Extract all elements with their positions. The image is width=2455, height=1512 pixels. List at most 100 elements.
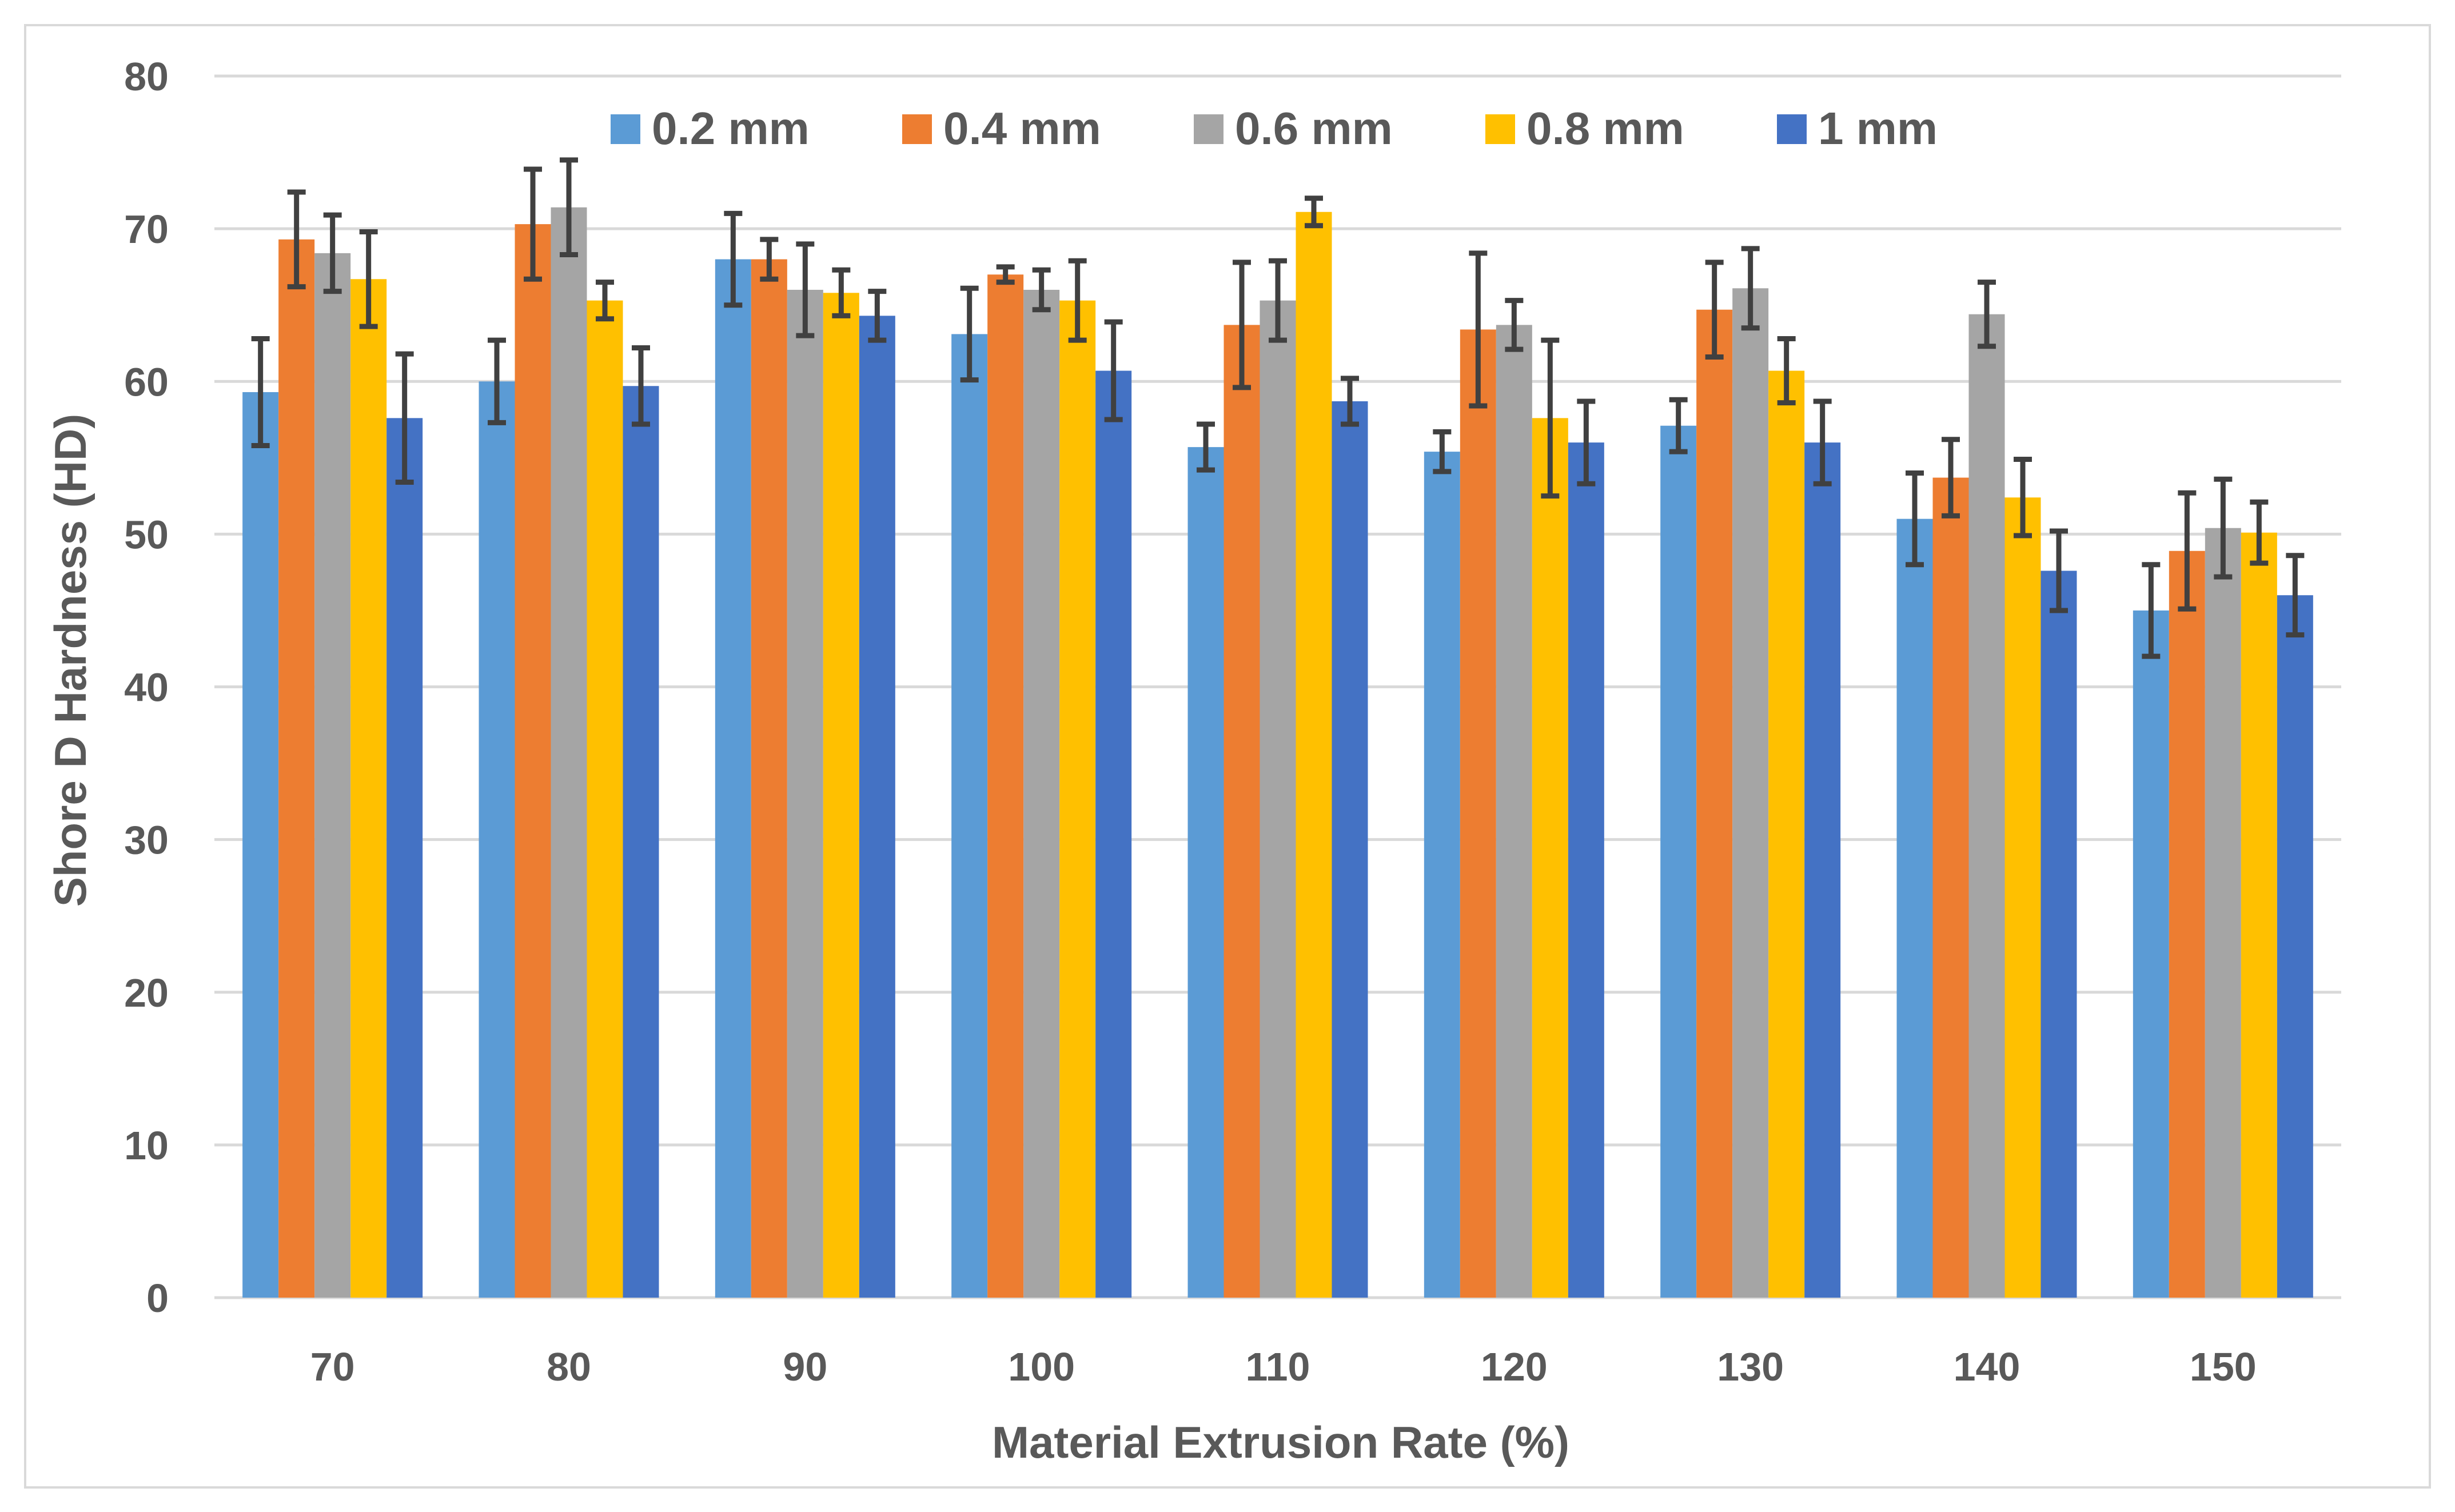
error-bar xyxy=(2214,476,2233,580)
error-bar xyxy=(1433,429,1452,474)
error-bar xyxy=(323,212,342,294)
bar xyxy=(623,386,659,1298)
x-tick-label: 130 xyxy=(1717,1345,1784,1389)
legend-item: 1 mm xyxy=(1777,103,1938,154)
y-tick-label: 30 xyxy=(124,818,169,863)
legend-item: 0.8 mm xyxy=(1485,103,1684,154)
error-bar xyxy=(251,336,270,448)
bar xyxy=(859,316,895,1298)
error-bar xyxy=(1104,319,1123,422)
error-bar xyxy=(1705,260,1724,360)
y-tick-label: 40 xyxy=(124,665,169,710)
error-bar xyxy=(1233,260,1251,390)
bar xyxy=(1187,447,1224,1298)
error-bar xyxy=(2178,490,2197,612)
legend-swatch xyxy=(1485,114,1515,144)
legend-swatch xyxy=(1777,114,1807,144)
bar xyxy=(1023,289,1060,1298)
legend-label: 0.6 mm xyxy=(1235,103,1393,154)
x-tick-label: 120 xyxy=(1481,1345,1548,1389)
bar xyxy=(1768,370,1805,1298)
error-bar xyxy=(2286,553,2305,638)
error-bar xyxy=(796,241,815,338)
y-tick-label: 0 xyxy=(146,1276,169,1320)
legend-label: 0.4 mm xyxy=(943,103,1101,154)
bar xyxy=(751,259,787,1298)
y-tick-labels: 0 10 20 30 40 50 60 70 80 xyxy=(124,54,169,1320)
error-bar xyxy=(287,189,306,290)
error-bar xyxy=(724,210,743,308)
y-tick-label: 60 xyxy=(124,360,169,404)
error-bars xyxy=(251,157,2305,659)
legend-item: 0.4 mm xyxy=(902,103,1101,154)
bar xyxy=(2133,610,2169,1298)
error-bar xyxy=(1305,196,1323,229)
error-bar xyxy=(1942,437,1960,518)
error-bar xyxy=(1906,470,1924,568)
x-tick-label: 70 xyxy=(310,1345,355,1389)
error-bar xyxy=(1978,280,1996,349)
bar xyxy=(715,259,751,1298)
x-tick-label: 110 xyxy=(1246,1345,1310,1389)
bar xyxy=(2205,528,2241,1298)
error-bar xyxy=(395,351,414,485)
bar xyxy=(987,274,1024,1298)
bar xyxy=(823,293,859,1298)
bar xyxy=(1424,452,1460,1298)
bar xyxy=(1732,288,1769,1298)
bars xyxy=(242,207,2313,1298)
error-bar xyxy=(1469,250,1488,409)
bar xyxy=(1660,425,1697,1298)
x-tick-labels: 70 80 90 100 110 120 130 140 150 xyxy=(310,1345,2257,1389)
bar xyxy=(951,334,988,1298)
error-bar xyxy=(832,267,851,318)
error-bar xyxy=(1813,398,1832,486)
error-bar xyxy=(2142,562,2161,659)
error-bar xyxy=(560,157,578,258)
bar xyxy=(2241,532,2277,1298)
error-bar xyxy=(996,264,1015,285)
bar xyxy=(1532,418,1568,1298)
bar xyxy=(479,381,515,1298)
bar xyxy=(2040,571,2077,1298)
error-bar xyxy=(1577,398,1596,486)
legend-item: 0.2 mm xyxy=(611,103,810,154)
bar xyxy=(242,392,279,1298)
x-tick-label: 140 xyxy=(1954,1345,2020,1389)
error-bar xyxy=(1032,267,1051,313)
legend-item: 0.6 mm xyxy=(1194,103,1393,154)
bar xyxy=(2277,595,2313,1298)
error-bar xyxy=(1741,246,1760,331)
bar xyxy=(350,279,387,1298)
bar xyxy=(1932,477,1969,1298)
bar xyxy=(2004,497,2041,1298)
x-axis-title: Material Extrusion Rate (%) xyxy=(992,1417,1569,1467)
bar xyxy=(787,289,823,1298)
error-bar xyxy=(524,166,542,282)
error-bar xyxy=(359,229,378,329)
error-bar xyxy=(2014,456,2032,538)
y-axis-title: Shore D Hardness (HD) xyxy=(45,414,95,907)
x-tick-label: 100 xyxy=(1008,1345,1075,1389)
legend-swatch xyxy=(1194,114,1223,144)
error-bar xyxy=(760,237,779,282)
bar xyxy=(1896,518,1933,1298)
error-bar xyxy=(1068,258,1087,343)
error-bar xyxy=(1197,421,1215,473)
x-tick-label: 150 xyxy=(2190,1345,2257,1389)
bar xyxy=(1696,309,1733,1298)
bar xyxy=(1095,370,1132,1298)
x-tick-label: 80 xyxy=(547,1345,591,1389)
bar xyxy=(1496,325,1532,1298)
bar xyxy=(515,224,551,1298)
error-bar xyxy=(488,337,506,425)
y-tick-label: 70 xyxy=(124,207,169,252)
error-bar xyxy=(1269,258,1287,343)
x-tick-label: 90 xyxy=(783,1345,827,1389)
error-bar xyxy=(868,289,887,343)
error-bar xyxy=(2250,499,2269,566)
y-tick-label: 50 xyxy=(124,512,169,557)
bar xyxy=(587,300,623,1298)
y-tick-label: 80 xyxy=(124,54,169,99)
